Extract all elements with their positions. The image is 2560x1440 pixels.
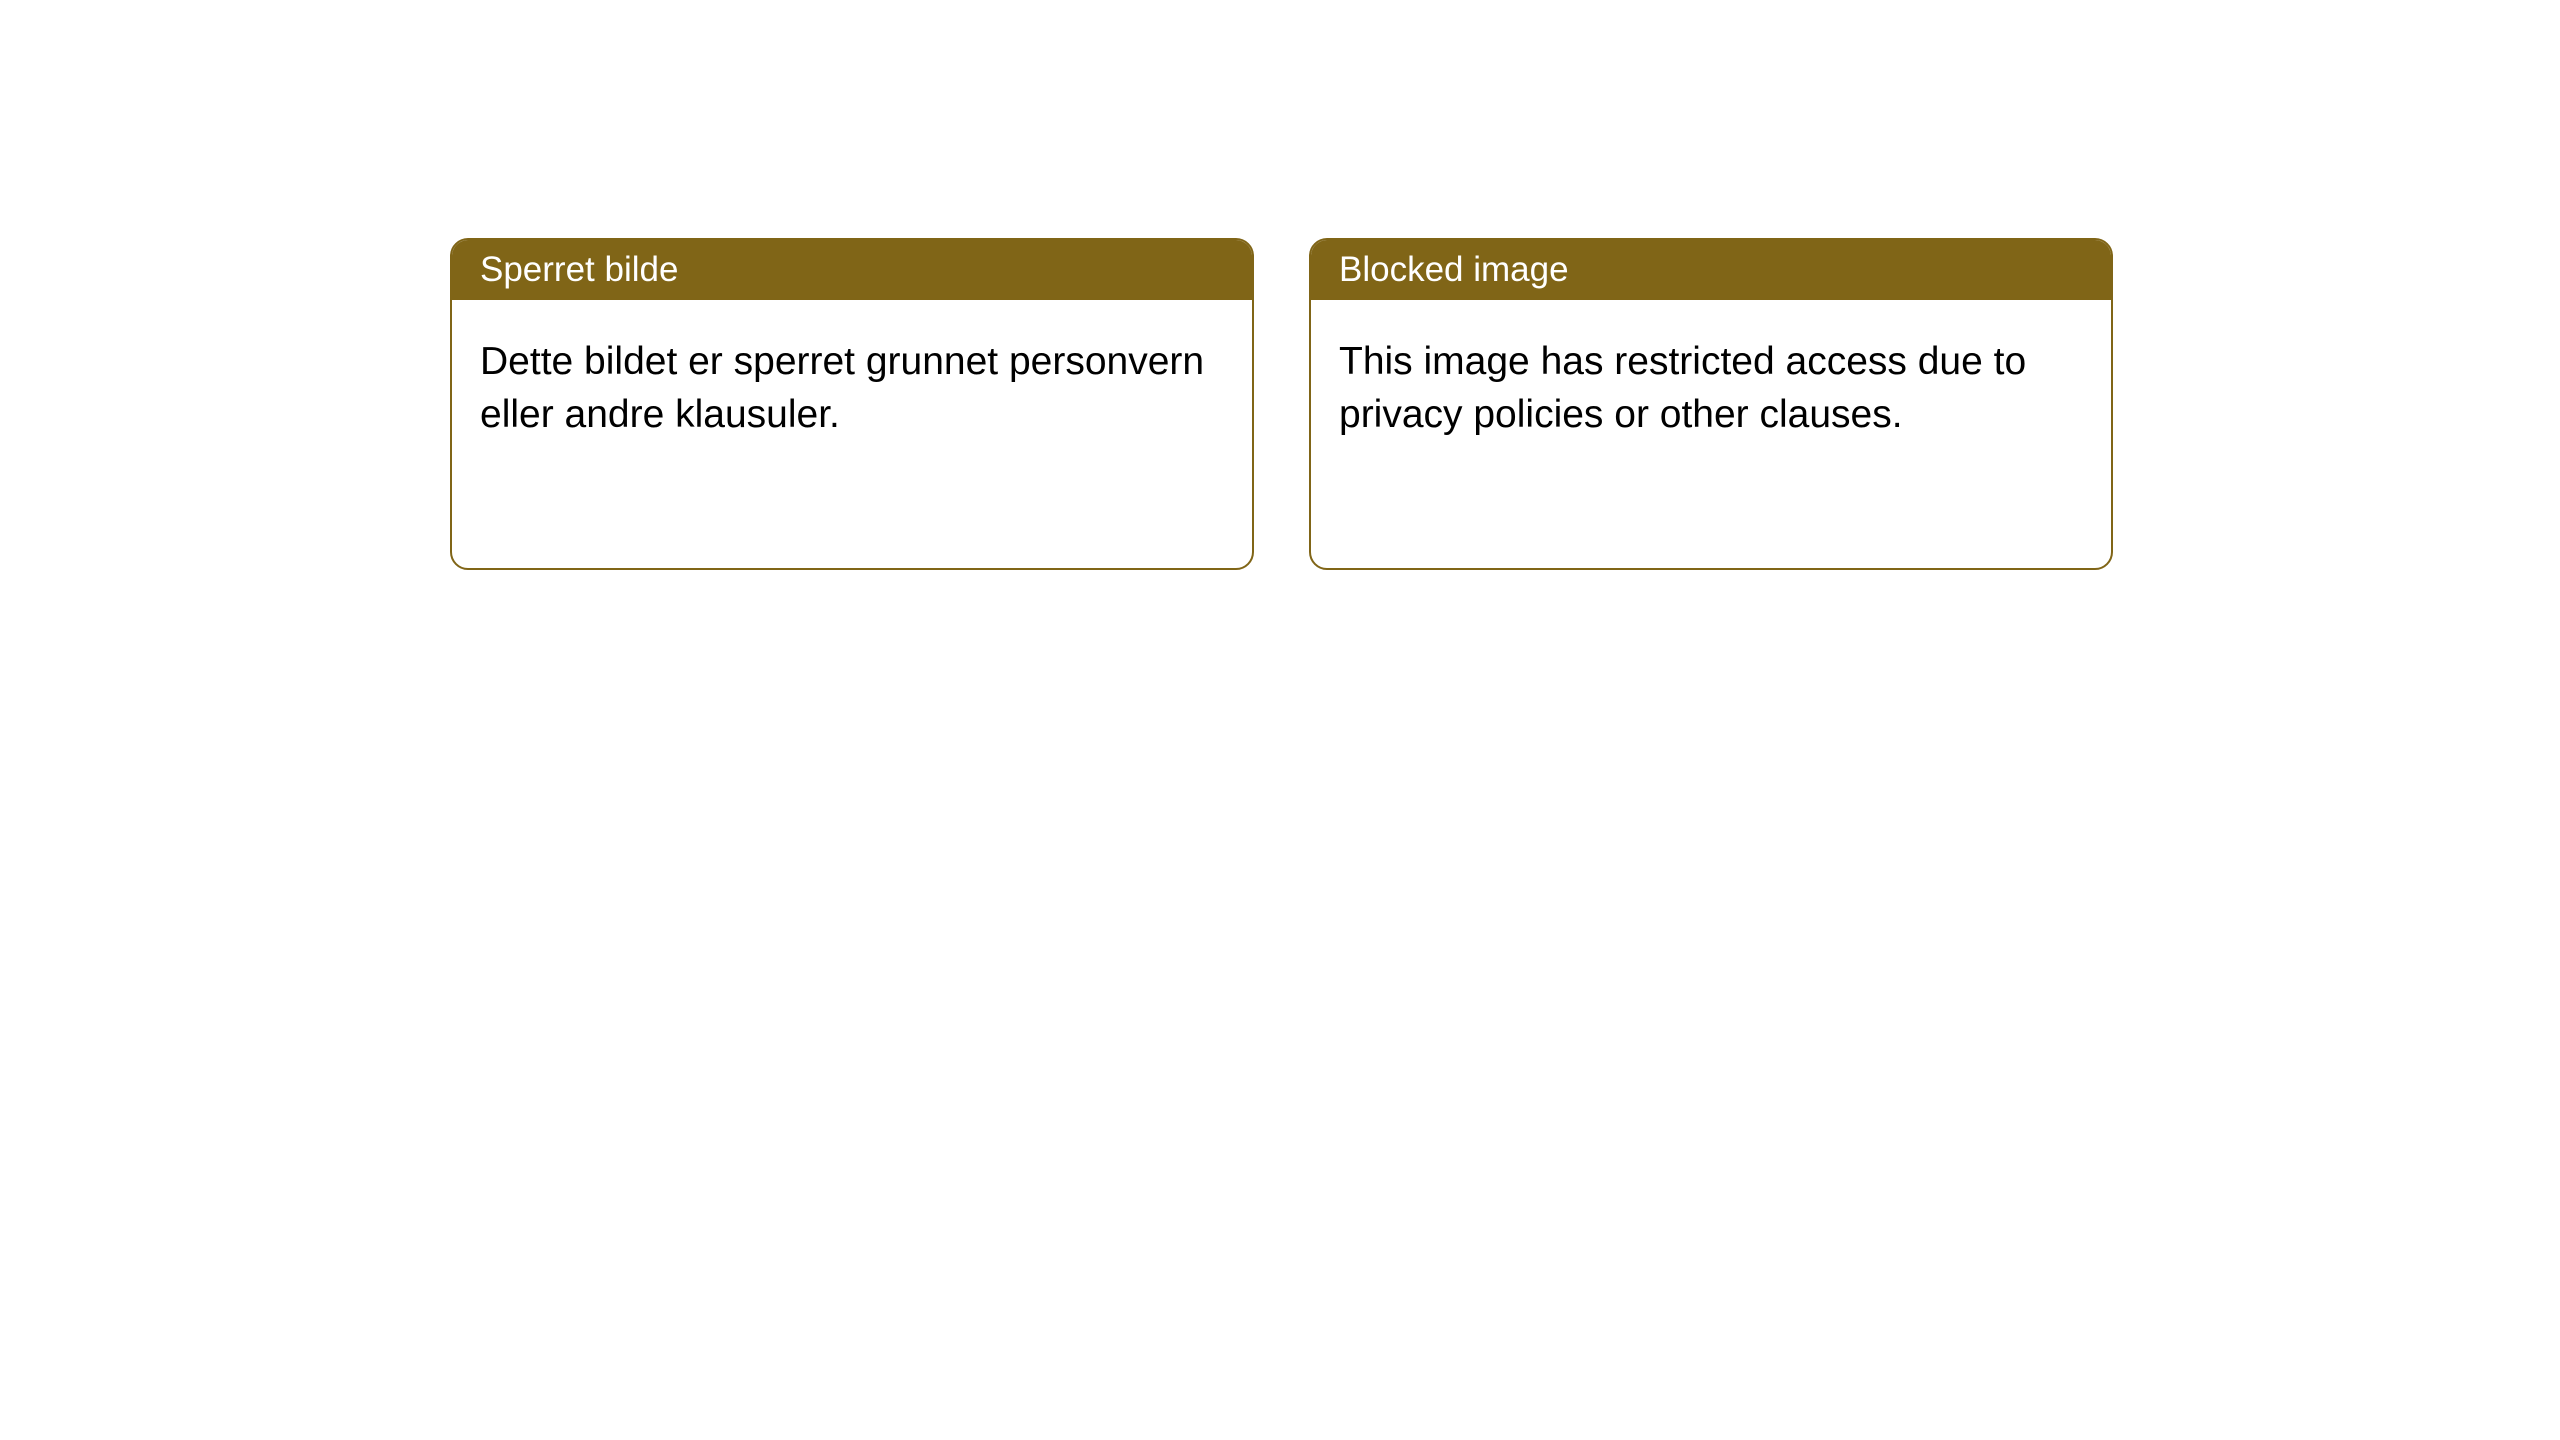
notice-body-english: This image has restricted access due to … xyxy=(1311,300,2111,477)
notice-cards-container: Sperret bilde Dette bildet er sperret gr… xyxy=(450,238,2113,570)
notice-card-english: Blocked image This image has restricted … xyxy=(1309,238,2113,570)
notice-header-norwegian: Sperret bilde xyxy=(452,240,1252,300)
notice-card-norwegian: Sperret bilde Dette bildet er sperret gr… xyxy=(450,238,1254,570)
notice-header-english: Blocked image xyxy=(1311,240,2111,300)
notice-body-norwegian: Dette bildet er sperret grunnet personve… xyxy=(452,300,1252,477)
